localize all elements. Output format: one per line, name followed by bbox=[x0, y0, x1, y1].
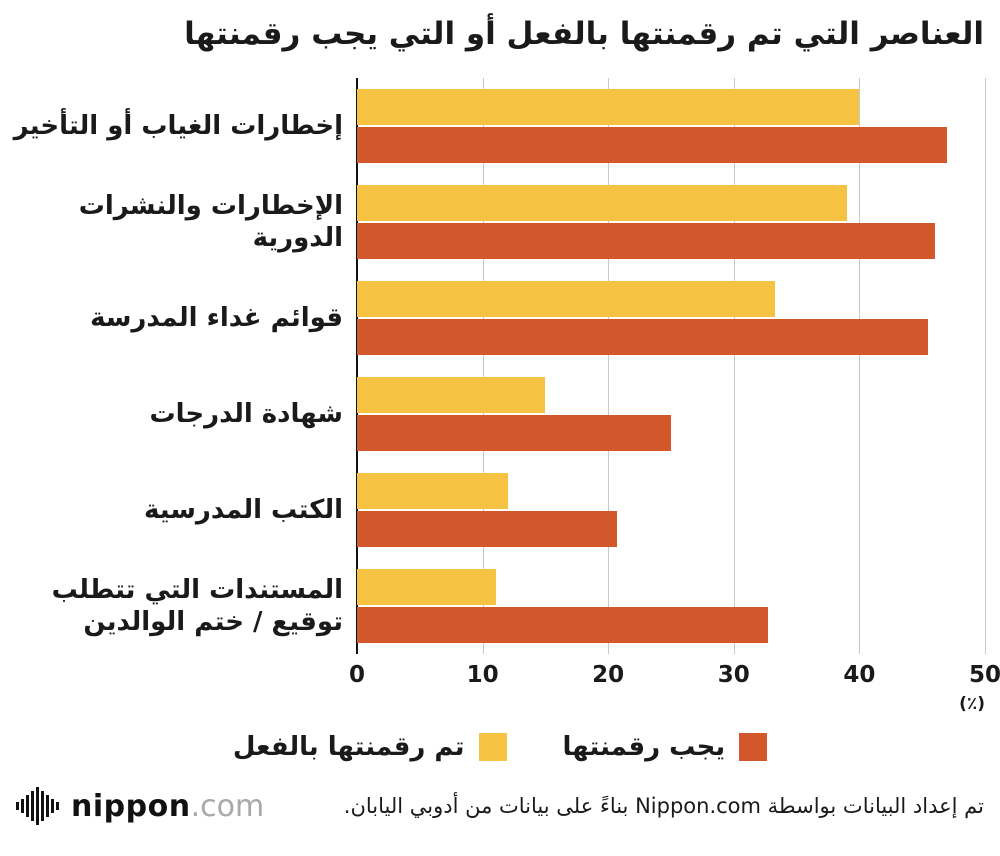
legend-swatch bbox=[739, 733, 768, 762]
chart-row: المستندات التي تتطلب توقيع / ختم الوالدي… bbox=[0, 558, 1000, 654]
x-tick-label: 30 bbox=[717, 662, 750, 689]
legend-item: يجب رقمنتها bbox=[563, 732, 768, 762]
bar-group bbox=[357, 569, 985, 644]
gridline bbox=[733, 78, 735, 655]
legend-label: تم رقمنتها بالفعل bbox=[232, 732, 465, 763]
chart-row: قوائم غداء المدرسة bbox=[0, 270, 1000, 366]
bar-already-digitized bbox=[357, 569, 497, 606]
gridline bbox=[608, 78, 610, 655]
logo-main-text: nippon bbox=[71, 788, 191, 824]
gridline bbox=[482, 78, 484, 655]
bar-group bbox=[357, 89, 985, 164]
x-tick-label: 40 bbox=[843, 662, 876, 689]
gridline bbox=[985, 78, 986, 655]
credit-text: تم إعداد البيانات بواسطة Nippon.com بناء… bbox=[343, 794, 984, 819]
category-label: الكتب المدرسية bbox=[143, 495, 343, 526]
bar-should-be-digitized bbox=[357, 607, 768, 644]
nippon-soundwave-icon bbox=[16, 787, 59, 826]
plot-area: إخطارات الغياب أو التأخير الإخطارات والنش… bbox=[0, 78, 1000, 655]
category-label: إخطارات الغياب أو التأخير bbox=[13, 111, 343, 142]
chart-row: الإخطارات والنشرات الدورية bbox=[0, 174, 1000, 270]
bar-already-digitized bbox=[357, 377, 546, 414]
chart: إخطارات الغياب أو التأخير الإخطارات والنش… bbox=[0, 78, 1000, 762]
x-tick-label: 20 bbox=[592, 662, 625, 689]
bar-should-be-digitized bbox=[357, 319, 929, 356]
chart-row: الكتب المدرسية bbox=[0, 462, 1000, 558]
bar-group bbox=[357, 281, 985, 356]
category-label: الإخطارات والنشرات الدورية bbox=[78, 190, 343, 254]
legend-item: تم رقمنتها بالفعل bbox=[233, 732, 507, 762]
x-axis: 0 10 20 30 40 50 bbox=[349, 662, 1000, 694]
legend-swatch bbox=[478, 733, 507, 762]
footer: nippon.com تم إعداد البيانات بواسطة Nipp… bbox=[0, 786, 1000, 826]
chart-rows: إخطارات الغياب أو التأخير الإخطارات والنش… bbox=[0, 78, 1000, 654]
bar-should-be-digitized bbox=[357, 223, 935, 260]
category-label: قوائم غداء المدرسة bbox=[90, 303, 343, 334]
chart-row: إخطارات الغياب أو التأخير bbox=[0, 78, 1000, 174]
chart-row: شهادة الدرجات bbox=[0, 366, 1000, 462]
gridline bbox=[859, 78, 861, 655]
gridlines bbox=[356, 78, 986, 655]
category-label: شهادة الدرجات bbox=[149, 399, 343, 430]
bar-should-be-digitized bbox=[357, 415, 671, 452]
x-tick-label: 10 bbox=[466, 662, 499, 689]
bar-group bbox=[357, 185, 985, 260]
category-label: المستندات التي تتطلب توقيع / ختم الوالدي… bbox=[51, 574, 343, 638]
bar-should-be-digitized bbox=[357, 127, 948, 164]
nippon-logo: nippon.com bbox=[16, 786, 264, 826]
bar-should-be-digitized bbox=[357, 511, 617, 548]
axis-unit-label: (٪) bbox=[959, 694, 985, 715]
legend-label: يجب رقمنتها bbox=[562, 732, 726, 763]
bar-group bbox=[357, 473, 985, 548]
bar-group bbox=[357, 377, 985, 452]
chart-title: العناصر التي تم رقمنتها بالفعل أو التي ي… bbox=[184, 16, 984, 52]
x-tick-label: 0 bbox=[348, 662, 366, 689]
legend: تم رقمنتها بالفعل يجب رقمنتها bbox=[0, 732, 1000, 762]
bar-already-digitized bbox=[357, 89, 860, 126]
x-tick-label: 50 bbox=[968, 662, 1000, 689]
bar-already-digitized bbox=[357, 473, 508, 510]
bar-already-digitized bbox=[357, 185, 847, 222]
bar-already-digitized bbox=[357, 281, 776, 318]
nippon-logo-text: nippon.com bbox=[71, 789, 264, 824]
logo-suffix-text: .com bbox=[190, 788, 265, 824]
y-axis-line bbox=[356, 78, 358, 655]
